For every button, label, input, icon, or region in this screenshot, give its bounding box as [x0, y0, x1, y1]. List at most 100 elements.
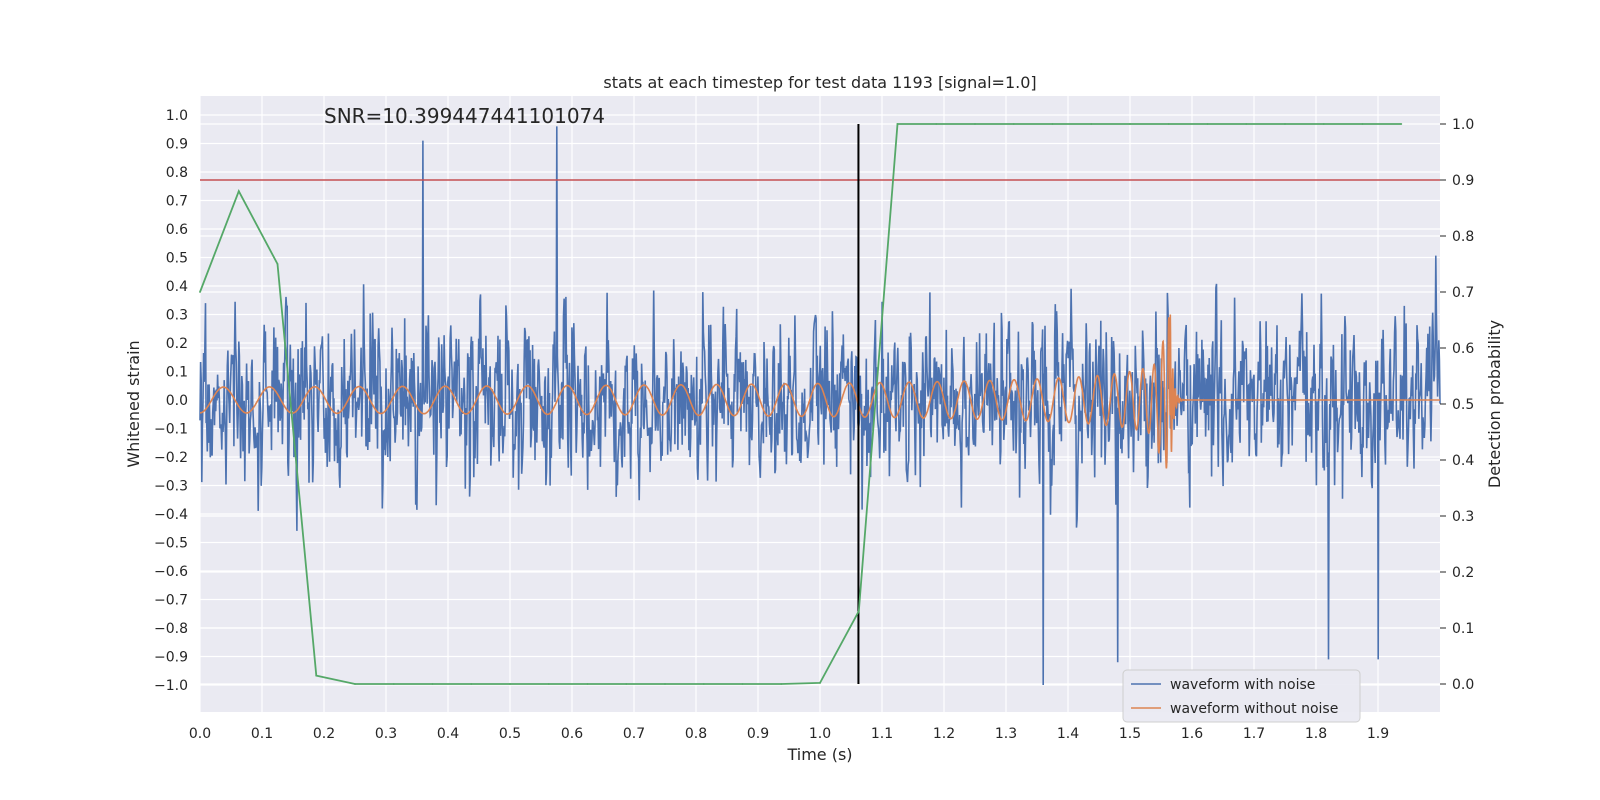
- x-tick-label: 0.9: [747, 726, 769, 742]
- probability-point: [1090, 123, 1093, 125]
- probability-point: [974, 123, 976, 125]
- x-tick-label: 0.2: [313, 726, 335, 742]
- y-tick-label: −0.3: [154, 479, 188, 495]
- probability-point: [1245, 123, 1248, 125]
- legend-label-clean: waveform without noise: [1170, 701, 1338, 717]
- y-tick-label: 0.3: [166, 308, 188, 324]
- y-tick-label: 0.6: [166, 222, 188, 238]
- x-tick-label: 1.7: [1243, 726, 1265, 742]
- probability-point: [470, 683, 473, 685]
- y-tick-label: −0.1: [154, 422, 188, 438]
- y2-tick-label: 0.9: [1452, 173, 1474, 189]
- probability-point: [1206, 123, 1209, 125]
- probability-point: [1322, 123, 1325, 125]
- chart-title: stats at each timestep for test data 119…: [603, 73, 1036, 92]
- y-axis-label: Whitened strain: [124, 340, 143, 467]
- probability-point: [896, 123, 899, 125]
- x-tick-label: 1.2: [933, 726, 955, 742]
- x-tick-label: 1.3: [995, 726, 1017, 742]
- x-tick-label: 1.0: [809, 726, 831, 742]
- probability-point: [664, 683, 666, 685]
- x-tick-label: 0.8: [685, 726, 707, 742]
- y-tick-label: 0.4: [166, 279, 188, 295]
- x-tick-label: 1.8: [1305, 726, 1327, 742]
- probability-point: [1361, 123, 1364, 125]
- y-tick-label: −0.4: [154, 507, 188, 523]
- y2-tick-label: 0.1: [1452, 621, 1474, 637]
- y-tick-label: −0.9: [154, 650, 188, 666]
- series-line-clean: [200, 314, 1440, 469]
- y2-tick-label: 0.6: [1452, 341, 1474, 357]
- x-tick-label: 0.3: [375, 726, 397, 742]
- x-tick-label: 0.7: [623, 726, 645, 742]
- probability-point: [625, 683, 628, 685]
- probability-point: [857, 610, 860, 613]
- y-tick-label: 0.0: [166, 393, 188, 409]
- probability-point: [547, 683, 550, 685]
- y-tick-label: 1.0: [166, 108, 188, 124]
- probability-point: [392, 683, 395, 685]
- y2-tick-label: 0.8: [1452, 229, 1474, 245]
- probability-point: [1012, 123, 1015, 125]
- probability-point: [741, 683, 744, 685]
- series-line-probability: [199, 123, 1402, 685]
- x-tick-label: 1.9: [1367, 726, 1389, 742]
- y-tick-label: −0.6: [154, 564, 188, 580]
- y-tick-label: −0.7: [154, 593, 188, 609]
- y-tick-label: 0.2: [166, 336, 188, 352]
- x-tick-labels: 0.0 0.1 0.2 0.3 0.4 0.5 0.6 0.7 0.8 0.9 1.0 1.1 1.2 1…: [189, 726, 1389, 742]
- y-tick-label: 0.1: [166, 365, 188, 381]
- y2-tick-label: 1.0: [1452, 117, 1474, 133]
- probability-point: [1400, 123, 1403, 125]
- y2-tick-label: 0.7: [1452, 285, 1474, 301]
- y2-axis-label: Detection probability: [1485, 320, 1504, 488]
- y2-tick-label: 0.3: [1452, 509, 1474, 525]
- y-tick-label: −0.8: [154, 621, 188, 637]
- probability-point: [780, 683, 783, 685]
- y2-tick-label: 0.0: [1452, 677, 1474, 693]
- y-tick-label: 0.7: [166, 194, 188, 210]
- probability-point: [586, 683, 589, 685]
- x-tick-label: 0.1: [251, 726, 273, 742]
- x-tick-label: 1.5: [1119, 726, 1141, 742]
- y-tick-label: −1.0: [154, 678, 188, 694]
- series-layer: [199, 123, 1441, 686]
- probability-point: [935, 123, 938, 125]
- y2-tick-label: 0.5: [1452, 397, 1474, 413]
- probability-point: [1129, 123, 1131, 125]
- y-tick-label: −0.5: [154, 536, 188, 552]
- probability-point: [237, 190, 240, 193]
- y-tick-label: 0.9: [166, 137, 188, 153]
- x-tick-label: 0.0: [189, 726, 211, 742]
- probability-point: [1167, 123, 1170, 125]
- legend: waveform with noise waveform without noi…: [1122, 669, 1361, 723]
- x-axis-label: Time (s): [786, 745, 852, 764]
- x-tick-label: 1.1: [871, 726, 893, 742]
- y-tick-labels: 1.0 0.9 0.8 0.7 0.6 0.5 0.4 0.3 0.2 0.1 0.0 −0.1 −0.…: [154, 108, 188, 694]
- probability-point: [315, 674, 318, 677]
- probability-point: [702, 683, 705, 685]
- legend-label-noise: waveform with noise: [1170, 677, 1315, 693]
- y2-tick-label: 0.2: [1452, 565, 1474, 581]
- y-tick-label: −0.2: [154, 450, 188, 466]
- snr-annotation: SNR=10.399447441101074: [324, 104, 605, 128]
- legend-box: [1122, 669, 1361, 723]
- x-tick-label: 0.4: [437, 726, 459, 742]
- probability-point: [819, 682, 821, 684]
- probability-point: [1284, 123, 1286, 125]
- x-tick-label: 1.6: [1181, 726, 1203, 742]
- probability-point: [1051, 123, 1054, 125]
- series-line-noise: [199, 126, 1441, 686]
- probability-point: [509, 683, 511, 685]
- y2-tick-labels: 1.0 0.9 0.8 0.7 0.6 0.5 0.4 0.3 0.2 0.1 0.0: [1440, 117, 1474, 693]
- y-tick-label: 0.5: [166, 251, 188, 267]
- probability-point: [199, 291, 201, 293]
- x-tick-label: 1.4: [1057, 726, 1079, 742]
- probability-point: [354, 683, 356, 685]
- probability-point: [431, 683, 434, 685]
- y-tick-label: 0.8: [166, 165, 188, 181]
- probability-point: [276, 263, 279, 265]
- y2-tick-label: 0.4: [1452, 453, 1474, 469]
- x-tick-label: 0.6: [561, 726, 583, 742]
